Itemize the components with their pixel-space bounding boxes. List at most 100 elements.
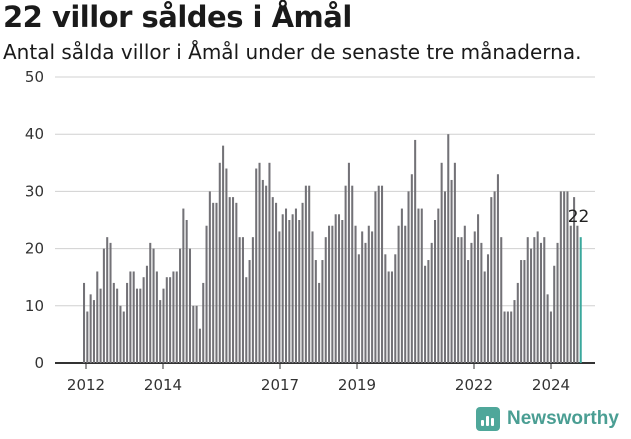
bar xyxy=(553,265,556,363)
y-tick-label: 0 xyxy=(34,354,44,372)
bar xyxy=(284,208,288,363)
bar xyxy=(450,179,453,363)
bar xyxy=(86,311,89,363)
bar xyxy=(467,260,470,363)
bar xyxy=(437,208,440,363)
y-tick-label: 50 xyxy=(25,68,44,86)
bar xyxy=(394,254,397,363)
bar xyxy=(496,174,499,363)
bar xyxy=(453,162,456,363)
bar xyxy=(99,288,102,363)
bar xyxy=(112,282,115,363)
bar xyxy=(576,225,579,363)
bar xyxy=(83,282,86,363)
bar xyxy=(255,168,258,363)
bar xyxy=(106,237,109,363)
bar xyxy=(324,237,327,363)
y-tick-label: 30 xyxy=(25,182,44,200)
bar xyxy=(139,288,142,363)
bar-latest xyxy=(579,237,582,363)
bar xyxy=(318,282,321,363)
bar xyxy=(364,242,367,363)
bar xyxy=(371,231,374,363)
chart-subtitle: Antal sålda villor i Åmål under de senas… xyxy=(3,40,582,64)
bar xyxy=(228,197,231,363)
bar xyxy=(516,282,519,363)
bar xyxy=(543,237,546,363)
bar xyxy=(470,242,473,363)
bar xyxy=(202,282,205,363)
bar xyxy=(526,237,529,363)
bar xyxy=(440,162,443,363)
bar xyxy=(460,237,463,363)
bar xyxy=(410,174,413,363)
bar xyxy=(96,271,99,363)
bar xyxy=(159,300,162,363)
bar xyxy=(328,225,331,363)
bar xyxy=(493,191,496,363)
bar xyxy=(116,288,119,363)
bar xyxy=(314,260,317,363)
bar xyxy=(536,231,539,363)
chart-icon xyxy=(476,407,500,431)
bar xyxy=(251,237,254,363)
x-tick-label: 2024 xyxy=(532,376,570,394)
brand-name: Newsworthy xyxy=(507,408,619,429)
bar xyxy=(321,260,324,363)
bar xyxy=(510,311,513,363)
bar xyxy=(337,214,341,363)
bar xyxy=(374,191,377,363)
bar xyxy=(447,134,450,363)
bar xyxy=(218,162,221,363)
x-tick-label: 2022 xyxy=(455,376,493,394)
bar xyxy=(271,197,274,363)
tick-labels: 0 10 20 30 40 50 22 2012 2014 2017 2019 2022 2024 xyxy=(25,68,589,394)
bar xyxy=(500,237,503,363)
bar xyxy=(275,202,278,363)
bar xyxy=(506,311,509,363)
bar xyxy=(483,271,486,363)
bar xyxy=(513,300,516,363)
bar xyxy=(549,311,552,363)
bar xyxy=(361,231,364,363)
bar xyxy=(573,197,576,363)
bar xyxy=(268,162,271,363)
bar xyxy=(334,214,337,363)
bar xyxy=(182,208,185,363)
bar xyxy=(404,225,407,363)
bar xyxy=(443,191,446,363)
bar xyxy=(122,311,125,363)
bar xyxy=(533,237,536,363)
bar xyxy=(129,271,132,363)
bar xyxy=(208,191,211,363)
x-tick-label: 2014 xyxy=(144,376,182,394)
bar xyxy=(377,185,380,363)
bars xyxy=(83,134,582,363)
bar xyxy=(463,225,466,363)
bar xyxy=(486,254,490,363)
bar xyxy=(414,139,417,363)
bar xyxy=(142,277,145,363)
bar xyxy=(397,225,400,363)
y-tick-label: 20 xyxy=(25,240,44,258)
latest-value-label: 22 xyxy=(568,207,590,227)
bar xyxy=(126,282,129,363)
bar xyxy=(119,305,122,363)
bar xyxy=(294,208,297,363)
x-tick-label: 2019 xyxy=(338,376,376,394)
bar xyxy=(109,242,112,363)
bar xyxy=(457,237,460,363)
bar xyxy=(430,242,433,363)
bar xyxy=(433,220,437,363)
bar xyxy=(563,191,566,363)
bar xyxy=(301,202,304,363)
bar xyxy=(222,145,225,363)
bar xyxy=(367,225,370,363)
bar xyxy=(195,305,198,363)
bar xyxy=(162,288,165,363)
bar xyxy=(291,214,294,363)
bar xyxy=(304,185,307,363)
bar xyxy=(172,271,175,363)
bar xyxy=(384,254,387,363)
bar xyxy=(298,220,301,363)
